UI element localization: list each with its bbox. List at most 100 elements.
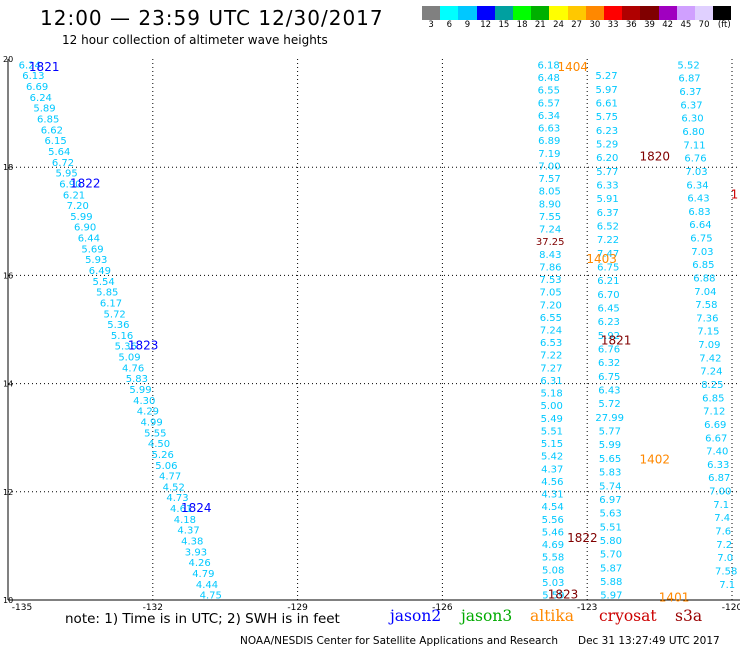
legend-jason2: jason2: [390, 607, 442, 625]
wave-height-value: 5.09: [118, 353, 140, 364]
pass-label: 1820: [639, 149, 670, 163]
pass-label: 1821: [601, 333, 632, 347]
wave-height-value: 7.86: [539, 262, 561, 273]
wave-height-value: 7.00: [709, 487, 731, 498]
wave-height-value: 7.58: [695, 300, 717, 311]
y-tick-label: 12: [3, 488, 13, 497]
wave-height-value: 6.33: [596, 181, 618, 192]
wave-height-value: 5.42: [541, 452, 563, 463]
wave-height-value: 7.27: [540, 363, 562, 374]
wave-height-value: 5.77: [596, 167, 618, 178]
page-subtitle: 12 hour collection of altimeter wave hei…: [62, 33, 328, 47]
wave-height-value: 7.05: [540, 288, 562, 299]
wave-height-value: 6.55: [540, 313, 562, 324]
wave-height-value: 5.83: [599, 468, 621, 479]
colorbar-swatch: [476, 6, 495, 20]
wave-height-value: 5.54: [92, 277, 114, 288]
wave-height-value: 6.34: [686, 180, 708, 191]
wave-height-value: 7.22: [540, 351, 562, 362]
wave-height-value: 5.64: [48, 147, 70, 158]
wave-height-value: 5.99: [70, 212, 92, 223]
wave-height-value: 6.24: [30, 93, 52, 104]
wave-height-value: 6.48: [538, 73, 560, 84]
wave-height-value: 6.63: [538, 124, 560, 135]
colorbar-swatch: [513, 6, 532, 20]
wave-height-value: 4.52: [163, 482, 185, 493]
wave-height-value: 6.53: [540, 338, 562, 349]
wave-height-value: 5.93: [85, 255, 107, 266]
colorbar-label: 3: [428, 20, 434, 30]
wave-height-value: 7.24: [539, 225, 561, 236]
wave-height-value: 6.88: [693, 273, 715, 284]
wave-height-value: 4.30: [133, 396, 155, 407]
colorbar-swatch: [658, 6, 677, 20]
colorbar-label: 12: [480, 20, 492, 30]
x-tick-label: -126: [432, 603, 453, 613]
wave-height-value: 4.76: [122, 363, 144, 374]
wave-height-value: 5.55: [144, 428, 166, 439]
wave-height-value: 6.69: [26, 82, 48, 93]
wave-height-value: 8.25: [701, 380, 723, 391]
wave-height-value: 7.6: [715, 527, 731, 538]
wave-height-value: 6.90: [74, 223, 96, 234]
x-tick-label: -135: [12, 603, 32, 613]
colorbar-swatch: [676, 6, 695, 20]
wave-height-value: 8.05: [539, 187, 561, 198]
wave-height-value: 6.76: [598, 345, 620, 356]
wave-height-value: 4.18: [174, 515, 196, 526]
colorbar-label: 18: [516, 20, 528, 30]
wave-height-value: 4.37: [177, 526, 199, 537]
wave-height-value: 5.85: [96, 288, 118, 299]
colorbar-label: 27: [571, 20, 583, 30]
x-tick-label: -129: [287, 603, 308, 613]
wave-height-value: 5.52: [677, 60, 699, 71]
wave-height-value: 6.18: [537, 60, 559, 71]
wave-height-value: 6.87: [708, 473, 730, 484]
pass-label: 1404: [557, 60, 588, 74]
y-tick-label: 18: [3, 163, 13, 172]
wave-height-value: 6.61: [596, 99, 618, 110]
wave-height-value: 7.20: [540, 300, 562, 311]
pass-label: 1821: [29, 60, 60, 74]
wave-height-value: 5.72: [598, 399, 620, 410]
wave-height-value: 5.49: [541, 414, 563, 425]
wave-height-value: 7.42: [699, 353, 721, 364]
wave-height-value: 7.36: [696, 313, 718, 324]
wave-height-value: 7.00: [538, 161, 560, 172]
wave-height-value: 6.83: [688, 207, 710, 218]
wave-height-value: 4.37: [541, 464, 563, 475]
wave-height-value: 5.46: [542, 527, 564, 538]
wave-height-value: 4.69: [542, 540, 564, 551]
colorbar-label: 42: [662, 20, 674, 30]
pass-label: 1823: [128, 339, 159, 353]
wave-height-value: 5.72: [104, 309, 126, 320]
wave-height-value: 6.80: [682, 127, 704, 138]
wave-height-value: 7.04: [694, 287, 716, 298]
wave-height-value: 7.22: [597, 235, 619, 246]
wave-height-value: 4.61: [170, 504, 192, 515]
colorbar-swatch: [494, 6, 513, 20]
footnote: note: 1) Time is in UTC; 2) SWH is in fe…: [65, 611, 340, 627]
wave-height-value: 37.25: [536, 237, 565, 248]
wave-height-value: 4.38: [181, 536, 203, 547]
y-tick-label: 20: [3, 55, 13, 64]
wave-height-value: 6.89: [538, 136, 560, 147]
wave-height-value: 5.88: [600, 577, 622, 588]
wave-height-value: 6.13: [22, 71, 44, 82]
wave-height-value: 7.2: [716, 540, 732, 551]
wave-height-value: 7.09: [698, 340, 720, 351]
wave-height-value: 5.92: [598, 331, 620, 342]
pass-label: 1822: [70, 176, 101, 190]
wave-height-value: 7.1: [719, 580, 735, 591]
colorbar-label: 24: [553, 20, 564, 30]
wave-height-value: 7.03: [691, 247, 713, 258]
wave-height-value: 6.72: [52, 158, 74, 169]
wave-height-value: 5.70: [600, 550, 622, 561]
colorbar-label: 45: [680, 20, 692, 30]
wave-height-value: 5.59: [542, 591, 564, 602]
wave-height-value: 7.03: [685, 167, 707, 178]
colorbar-label: 6: [446, 20, 452, 30]
colorbar-swatch: [695, 6, 714, 20]
wave-height-value: 27.99: [595, 413, 624, 424]
wave-height-value: 5.97: [596, 85, 618, 96]
